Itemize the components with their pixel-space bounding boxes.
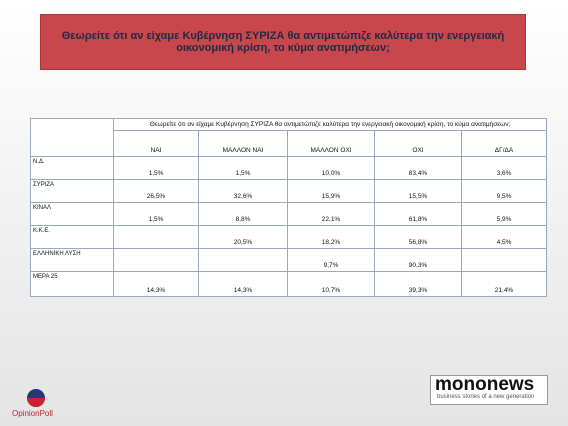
value-cell: 10,0% xyxy=(287,156,375,180)
value-cell xyxy=(461,248,547,272)
row-label: Κ.Κ.Ε. xyxy=(30,225,114,249)
logo-half xyxy=(27,398,45,407)
value-cell: 22,1% xyxy=(287,202,375,226)
value-cell: 9,5% xyxy=(461,179,547,203)
column-header: ΟΧΙ xyxy=(374,130,462,157)
header-row: Θεωρείτε ότι αν είχαμε Κυβέρνηση ΣΥΡΙΖΑ … xyxy=(30,118,547,157)
value-cell: 15,5% xyxy=(374,179,462,203)
value-cell: 3,6% xyxy=(461,156,547,180)
column-header: ΜΑΛΛΟΝ ΟΧΙ xyxy=(287,130,375,157)
corner-cell xyxy=(30,118,114,157)
column-header: ΜΑΛΛΟΝ ΝΑΙ xyxy=(198,130,288,157)
value-cell: 14,3% xyxy=(198,271,288,297)
tagline: business stories of a new generation xyxy=(437,394,535,400)
column-row: ΝΑΙ ΜΑΛΛΟΝ ΝΑΙ ΜΑΛΛΟΝ ΟΧΙ ΟΧΙ ΔΓ/ΔΑ xyxy=(31,130,547,157)
data-row: ΜΕΡΑ 25 14,3% 14,3% 10,7% 39,3% 21,4% xyxy=(30,271,547,297)
value-cell: 90,3% xyxy=(374,248,462,272)
value-cell: 18,2% xyxy=(287,225,375,249)
question-cell: Θεωρείτε ότι αν είχαμε Κυβέρνηση ΣΥΡΙΖΑ … xyxy=(113,118,547,131)
value-cell: 5,9% xyxy=(461,202,547,226)
column-header: ΝΑΙ xyxy=(113,130,199,157)
value-cell: 10,7% xyxy=(287,271,375,297)
row-label: ΚΙΝΑΛ xyxy=(30,202,114,226)
value-cell: 1,5% xyxy=(198,156,288,180)
value-cell: 26,5% xyxy=(113,179,199,203)
row-label: ΕΛΛΗΝΙΚΗ ΛΥΣΗ xyxy=(30,248,114,272)
row-label: ΜΕΡΑ 25 xyxy=(30,271,114,297)
opinionpoll-logo: OpinionPoll xyxy=(12,389,53,418)
data-row: ΣΥΡΙΖΑ 26,5% 32,6% 15,9% 15,5% 9,5% xyxy=(30,179,547,203)
row-label: Ν.Δ. xyxy=(30,156,114,180)
value-cell: 56,8% xyxy=(374,225,462,249)
value-cell: 61,8% xyxy=(374,202,462,226)
mononews-text: mononews xyxy=(435,374,535,395)
column-header: ΔΓ/ΔΑ xyxy=(461,130,547,157)
value-cell: 9,7% xyxy=(287,248,375,272)
value-cell: 8,8% xyxy=(198,202,288,226)
slide-title: Θεωρείτε ότι αν είχαμε Κυβέρνηση ΣΥΡΙΖΑ … xyxy=(40,14,526,70)
value-cell: 21,4% xyxy=(461,271,547,297)
opinionpoll-text: OpinionPoll xyxy=(12,409,53,418)
value-cell: 1,5% xyxy=(113,156,199,180)
data-row: ΕΛΛΗΝΙΚΗ ΛΥΣΗ 9,7% 90,3% xyxy=(30,248,547,272)
value-cell: 4,5% xyxy=(461,225,547,249)
data-row: Κ.Κ.Ε. 20,5% 18,2% 56,8% 4,5% xyxy=(30,225,547,249)
row-label: ΣΥΡΙΖΑ xyxy=(30,179,114,203)
data-row: ΚΙΝΑΛ 1,5% 8,8% 22,1% 61,8% 5,9% xyxy=(30,202,547,226)
value-cell: 15,9% xyxy=(287,179,375,203)
value-cell xyxy=(113,248,199,272)
value-cell: 83,4% xyxy=(374,156,462,180)
value-cell xyxy=(198,248,288,272)
value-cell: 32,6% xyxy=(198,179,288,203)
value-cell: 39,3% xyxy=(374,271,462,297)
value-cell xyxy=(113,225,199,249)
value-cell: 20,5% xyxy=(198,225,288,249)
results-table: Θεωρείτε ότι αν είχαμε Κυβέρνηση ΣΥΡΙΖΑ … xyxy=(30,118,547,297)
value-cell: 14,3% xyxy=(113,271,199,297)
mononews-logo: mononews business stories of a new gener… xyxy=(430,375,548,405)
data-row: Ν.Δ. 1,5% 1,5% 10,0% 83,4% 3,6% xyxy=(30,156,547,180)
value-cell: 1,5% xyxy=(113,202,199,226)
